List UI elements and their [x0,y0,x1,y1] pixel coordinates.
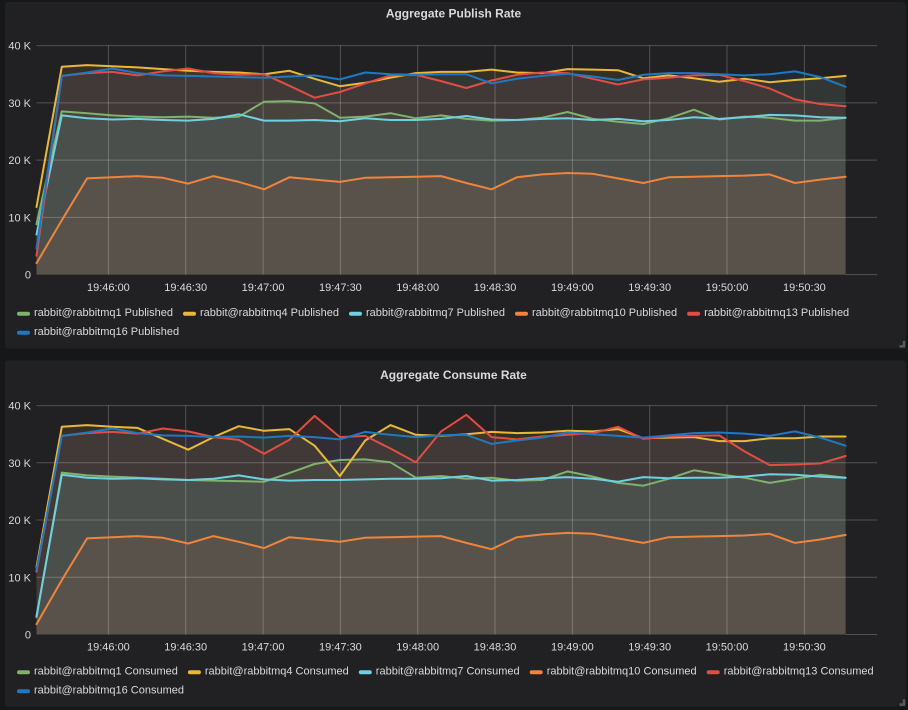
svg-text:0: 0 [25,270,31,282]
svg-text:19:46:30: 19:46:30 [164,282,207,294]
svg-text:rabbit@rabbitmq13 Consumed: rabbit@rabbitmq13 Consumed [724,666,874,678]
svg-text:19:48:30: 19:48:30 [474,642,517,654]
svg-text:19:48:00: 19:48:00 [396,282,439,294]
svg-text:19:50:30: 19:50:30 [783,282,826,294]
svg-text:Aggregate Consume Rate: Aggregate Consume Rate [380,368,527,382]
svg-text:10 K: 10 K [8,212,31,224]
svg-text:19:47:00: 19:47:00 [242,642,285,654]
svg-text:rabbit@rabbitmq13 Published: rabbit@rabbitmq13 Published [704,307,849,319]
svg-text:19:47:30: 19:47:30 [319,642,362,654]
svg-text:19:50:30: 19:50:30 [783,642,826,654]
svg-text:19:46:30: 19:46:30 [164,642,207,654]
svg-text:19:47:30: 19:47:30 [319,282,362,294]
svg-text:0: 0 [25,630,31,642]
svg-text:19:49:30: 19:49:30 [628,642,671,654]
svg-text:rabbit@rabbitmq1 Published: rabbit@rabbitmq1 Published [34,307,173,319]
svg-text:19:49:00: 19:49:00 [551,642,594,654]
svg-text:rabbit@rabbitmq7 Consumed: rabbit@rabbitmq7 Consumed [376,666,520,678]
svg-text:rabbit@rabbitmq4 Published: rabbit@rabbitmq4 Published [200,307,339,319]
svg-text:19:50:00: 19:50:00 [706,642,749,654]
svg-text:20 K: 20 K [8,155,31,167]
svg-text:30 K: 30 K [8,458,31,470]
svg-text:rabbit@rabbitmq16 Published: rabbit@rabbitmq16 Published [34,326,179,338]
svg-text:19:47:00: 19:47:00 [242,282,285,294]
svg-text:rabbit@rabbitmq1 Consumed: rabbit@rabbitmq1 Consumed [34,666,178,678]
svg-text:10 K: 10 K [8,572,31,584]
svg-text:rabbit@rabbitmq7 Published: rabbit@rabbitmq7 Published [366,307,505,319]
svg-text:rabbit@rabbitmq10 Published: rabbit@rabbitmq10 Published [532,307,677,319]
svg-text:40 K: 40 K [8,41,31,53]
svg-text:19:46:00: 19:46:00 [87,282,130,294]
svg-text:rabbit@rabbitmq10 Consumed: rabbit@rabbitmq10 Consumed [547,666,697,678]
svg-text:19:48:30: 19:48:30 [474,282,517,294]
svg-text:19:49:00: 19:49:00 [551,282,594,294]
svg-text:19:46:00: 19:46:00 [87,642,130,654]
svg-text:19:49:30: 19:49:30 [628,282,671,294]
svg-text:20 K: 20 K [8,515,31,527]
svg-text:40 K: 40 K [8,401,31,413]
svg-text:30 K: 30 K [8,98,31,110]
svg-text:19:48:00: 19:48:00 [396,642,439,654]
svg-text:Aggregate Publish Rate: Aggregate Publish Rate [386,6,522,20]
svg-text:19:50:00: 19:50:00 [706,282,749,294]
svg-text:rabbit@rabbitmq16 Consumed: rabbit@rabbitmq16 Consumed [34,685,184,697]
svg-text:rabbit@rabbitmq4 Consumed: rabbit@rabbitmq4 Consumed [205,666,349,678]
